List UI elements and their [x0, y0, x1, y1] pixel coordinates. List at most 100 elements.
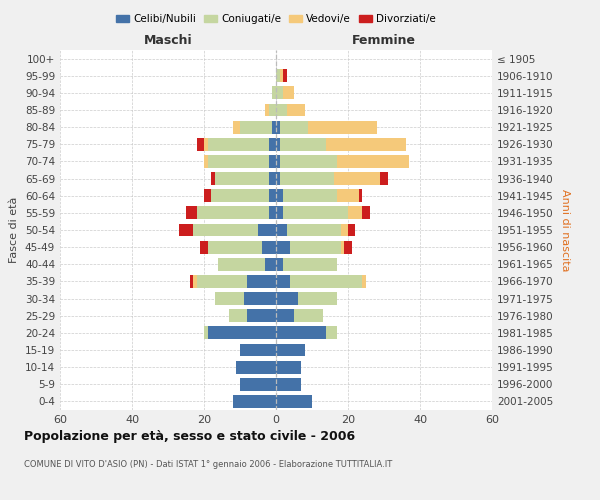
Bar: [294, 310, 323, 322]
Bar: [283, 70, 287, 82]
Bar: [283, 258, 337, 270]
Bar: [269, 172, 276, 185]
Bar: [269, 138, 276, 150]
Bar: [200, 240, 208, 254]
Bar: [348, 206, 362, 220]
Bar: [247, 275, 276, 288]
Bar: [341, 240, 344, 254]
Bar: [276, 240, 290, 254]
Bar: [334, 172, 380, 185]
Bar: [276, 70, 280, 82]
Bar: [362, 275, 366, 288]
Bar: [269, 206, 276, 220]
Bar: [290, 240, 341, 254]
Bar: [258, 224, 276, 236]
Bar: [193, 224, 258, 236]
Bar: [276, 224, 287, 236]
Bar: [298, 292, 337, 305]
Bar: [287, 224, 341, 236]
Bar: [276, 344, 305, 356]
Bar: [276, 292, 298, 305]
Bar: [337, 155, 409, 168]
Bar: [280, 70, 283, 82]
Bar: [280, 120, 308, 134]
Bar: [204, 155, 208, 168]
Bar: [341, 224, 348, 236]
Bar: [362, 206, 370, 220]
Bar: [229, 310, 247, 322]
Bar: [208, 240, 262, 254]
Bar: [272, 120, 276, 134]
Bar: [190, 275, 193, 288]
Bar: [208, 326, 276, 340]
Bar: [337, 190, 359, 202]
Bar: [211, 190, 269, 202]
Bar: [265, 104, 269, 117]
Bar: [283, 206, 348, 220]
Bar: [276, 104, 287, 117]
Bar: [269, 104, 276, 117]
Bar: [276, 155, 280, 168]
Bar: [218, 258, 265, 270]
Bar: [290, 275, 362, 288]
Bar: [276, 120, 280, 134]
Bar: [233, 120, 240, 134]
Bar: [326, 138, 406, 150]
Bar: [215, 292, 244, 305]
Bar: [193, 275, 197, 288]
Text: Maschi: Maschi: [143, 34, 193, 46]
Bar: [269, 190, 276, 202]
Bar: [276, 258, 283, 270]
Bar: [233, 395, 276, 408]
Y-axis label: Anni di nascita: Anni di nascita: [560, 188, 570, 271]
Bar: [276, 395, 312, 408]
Bar: [240, 344, 276, 356]
Bar: [276, 326, 326, 340]
Bar: [179, 224, 193, 236]
Bar: [276, 360, 301, 374]
Bar: [197, 206, 269, 220]
Bar: [186, 206, 197, 220]
Bar: [265, 258, 276, 270]
Bar: [204, 138, 208, 150]
Text: Femmine: Femmine: [352, 34, 416, 46]
Bar: [276, 275, 290, 288]
Bar: [280, 172, 334, 185]
Bar: [280, 155, 337, 168]
Bar: [236, 360, 276, 374]
Bar: [269, 155, 276, 168]
Bar: [211, 172, 215, 185]
Bar: [208, 138, 269, 150]
Bar: [240, 120, 272, 134]
Bar: [276, 172, 280, 185]
Bar: [283, 86, 294, 100]
Text: COMUNE DI VITO D'ASIO (PN) - Dati ISTAT 1° gennaio 2006 - Elaborazione TUTTITALI: COMUNE DI VITO D'ASIO (PN) - Dati ISTAT …: [24, 460, 392, 469]
Bar: [280, 138, 326, 150]
Bar: [287, 104, 305, 117]
Bar: [276, 310, 294, 322]
Bar: [204, 326, 208, 340]
Bar: [215, 172, 269, 185]
Bar: [208, 155, 269, 168]
Bar: [197, 275, 247, 288]
Bar: [359, 190, 362, 202]
Y-axis label: Fasce di età: Fasce di età: [10, 197, 19, 263]
Bar: [344, 240, 352, 254]
Bar: [326, 326, 337, 340]
Bar: [380, 172, 388, 185]
Bar: [244, 292, 276, 305]
Bar: [276, 190, 283, 202]
Bar: [240, 378, 276, 390]
Bar: [276, 138, 280, 150]
Bar: [276, 86, 283, 100]
Bar: [197, 138, 204, 150]
Bar: [276, 206, 283, 220]
Bar: [272, 86, 276, 100]
Bar: [247, 310, 276, 322]
Bar: [283, 190, 337, 202]
Legend: Celibi/Nubili, Coniugati/e, Vedovi/e, Divorziati/e: Celibi/Nubili, Coniugati/e, Vedovi/e, Di…: [112, 10, 440, 29]
Bar: [204, 190, 211, 202]
Bar: [262, 240, 276, 254]
Text: Popolazione per età, sesso e stato civile - 2006: Popolazione per età, sesso e stato civil…: [24, 430, 355, 443]
Bar: [276, 378, 301, 390]
